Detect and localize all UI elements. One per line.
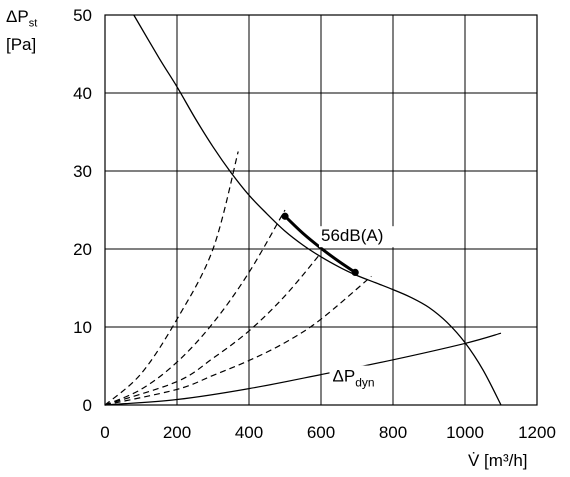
x-tick-label: 1000 — [446, 423, 484, 442]
x-tick-label: 1200 — [518, 423, 556, 442]
operating-point-marker — [351, 268, 359, 276]
tick-labels: 0 200 400 600 800 1000 1200 0 10 20 30 40 50 — [73, 6, 556, 442]
x-tick-label: 200 — [163, 423, 191, 442]
operating-point-marker — [281, 212, 289, 220]
system-curve-dashed — [104, 252, 322, 406]
annotations: 56dB(A) ΔPdyn — [319, 226, 396, 390]
y-axis-label: ΔPst — [6, 8, 37, 29]
operating-range-line — [283, 215, 357, 274]
x-tick-label: 600 — [307, 423, 335, 442]
annotation-56dba: 56dB(A) — [321, 226, 383, 245]
x-tick-label: 0 — [100, 423, 109, 442]
y-axis-label-main: ΔP — [6, 7, 29, 26]
x-tick-label: 800 — [379, 423, 407, 442]
y-tick-label: 50 — [73, 6, 92, 25]
y-tick-label: 10 — [73, 318, 92, 337]
y-tick-label: 40 — [73, 84, 92, 103]
y-tick-label: 0 — [83, 396, 92, 415]
y-tick-label: 20 — [73, 240, 92, 259]
dynamic-pressure-line — [104, 332, 502, 406]
plot-frame — [104, 14, 538, 406]
markers — [281, 212, 359, 276]
annotation-dynamic-pressure: ΔPdyn — [333, 367, 375, 390]
fan-curve-line — [133, 14, 502, 406]
curves — [104, 14, 502, 406]
annotation-background — [329, 365, 390, 390]
x-tick-label: 400 — [235, 423, 263, 442]
system-curve-dashed — [104, 151, 239, 406]
annotation-dynamic-pressure-main: ΔP — [333, 367, 356, 386]
y-tick-label: 30 — [73, 162, 92, 181]
x-axis-label: V̇ [m³/h] — [468, 451, 528, 470]
system-curve-dashed — [104, 275, 372, 406]
y-axis-unit: [Pa] — [6, 35, 37, 54]
annotation-dynamic-pressure-sub: dyn — [355, 376, 374, 390]
grid — [104, 14, 538, 406]
y-axis-label-sub: st — [28, 17, 38, 30]
system-curve-dashed — [104, 209, 286, 406]
annotation-background — [319, 226, 396, 248]
